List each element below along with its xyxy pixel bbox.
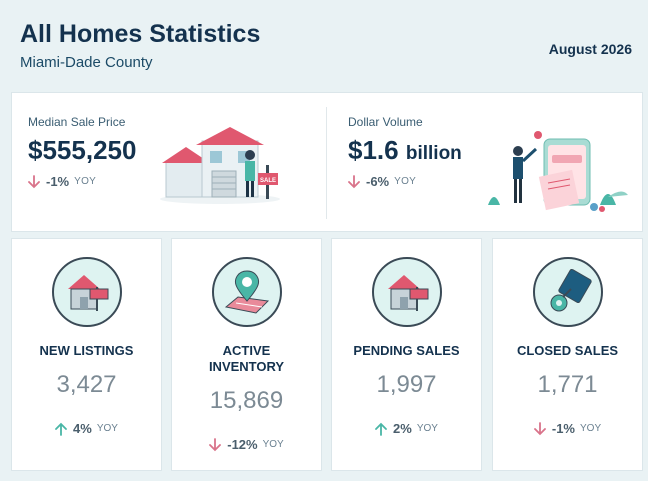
yoy-label: YOY: [394, 176, 417, 187]
yoy-label: YOY: [580, 423, 602, 434]
page-title: All Homes Statistics: [20, 20, 261, 48]
arrow-down-icon: [209, 437, 222, 452]
svg-text:SALE: SALE: [260, 178, 276, 184]
card-change: 2%: [393, 421, 412, 436]
closed-sales-card: CLOSED SALES 1,771 -1% YOY: [492, 238, 643, 471]
stat-yoy: -6% YOY: [348, 174, 462, 189]
stat-value: $1.6 billion: [348, 135, 462, 165]
arrow-down-icon: [348, 174, 360, 189]
house-for-sale-icon: [52, 257, 122, 327]
yoy-label: YOY: [74, 176, 97, 187]
stat-unit: billion: [405, 143, 462, 164]
card-change: 4%: [73, 421, 92, 436]
dollar-volume-stat: Dollar Volume $1.6 billion -6% YOY: [348, 115, 462, 189]
card-label: NEW LISTINGS: [39, 343, 134, 358]
yoy-label: YOY: [262, 439, 284, 450]
arrow-down-icon: [28, 174, 40, 189]
arrow-up-icon: [55, 422, 67, 436]
card-yoy: -12% YOY: [172, 437, 321, 452]
key-icon: [533, 257, 603, 327]
yoy-label: YOY: [416, 423, 438, 434]
card-value: 1,771: [537, 371, 598, 398]
card-value: 1,997: [376, 371, 437, 398]
card-value: 3,427: [56, 371, 117, 398]
active-inventory-card: ACTIVE INVENTORY 15,869 -12% YOY: [171, 238, 322, 471]
card-value: 15,869: [209, 387, 284, 414]
stat-yoy: -1% YOY: [28, 174, 136, 189]
card-label: ACTIVE INVENTORY: [208, 343, 285, 374]
stat-value: $555,250: [28, 135, 137, 165]
card-yoy: 2% YOY: [332, 421, 481, 436]
stat-change: -6%: [366, 174, 390, 189]
card-yoy: 4% YOY: [12, 421, 161, 436]
pending-sales-card: PENDING SALES 1,997 2% YOY: [331, 238, 482, 471]
new-listings-card: NEW LISTINGS 3,427 4% YOY: [11, 238, 162, 471]
arrow-down-icon: [533, 421, 546, 436]
card-change: -12%: [227, 437, 258, 452]
divider: [326, 107, 327, 219]
house-for-sale-illustration: SALE: [158, 121, 288, 206]
stat-label: Dollar Volume: [348, 115, 423, 129]
summary-panel: Median Sale Price $555,250 -1% YOY: [11, 92, 643, 232]
arrow-up-icon: [375, 422, 387, 436]
header: All Homes Statistics Miami-Dade County A…: [0, 0, 648, 90]
median-sale-price-stat: Median Sale Price $555,250 -1% YOY: [28, 115, 136, 189]
stat-label: Median Sale Price: [28, 115, 126, 129]
phone-payment-illustration: [482, 123, 632, 218]
map-pin-icon: [212, 257, 282, 327]
card-label: PENDING SALES: [353, 343, 460, 358]
house-pending-icon: [372, 257, 442, 327]
card-label: CLOSED SALES: [516, 343, 619, 358]
card-change: -1%: [551, 421, 575, 436]
page-subtitle: Miami-Dade County: [20, 54, 153, 71]
yoy-label: YOY: [96, 423, 118, 434]
card-yoy: -1% YOY: [493, 421, 642, 436]
report-date: August 2026: [548, 41, 632, 57]
stat-change: -1%: [46, 174, 70, 189]
